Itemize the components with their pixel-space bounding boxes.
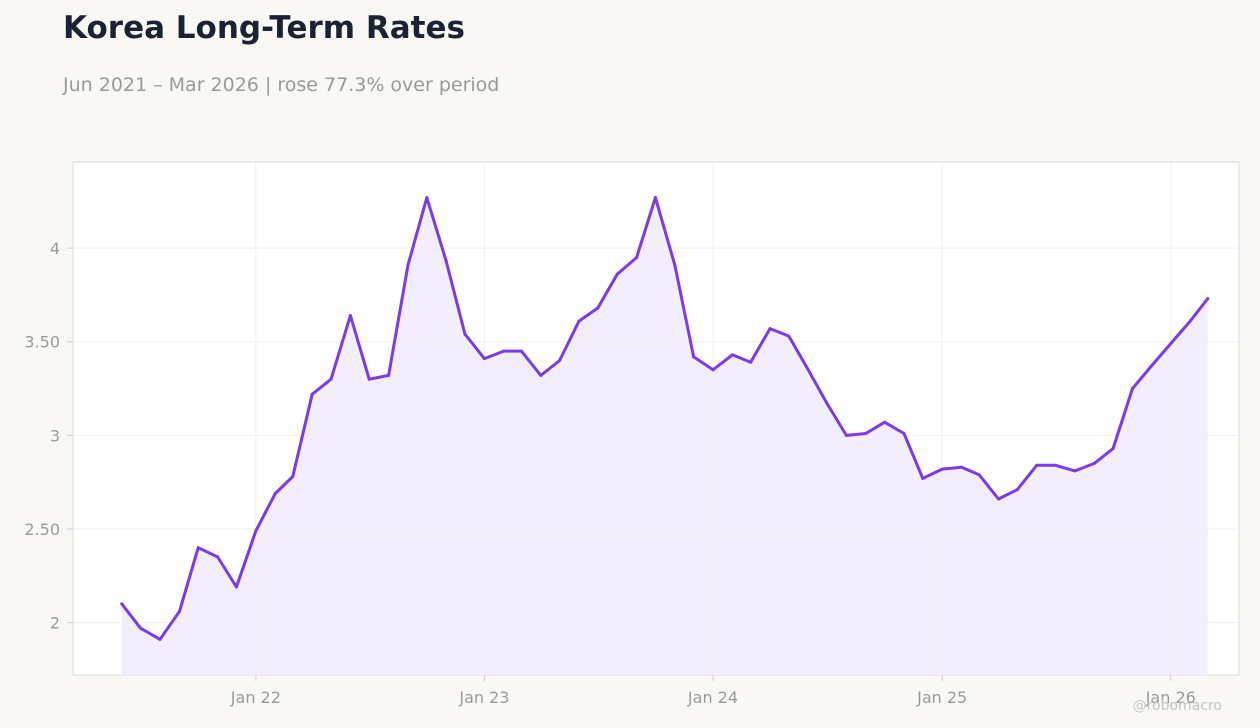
x-tick-label: Jan 26 <box>1145 688 1196 707</box>
data-point-2024-10 <box>883 420 887 424</box>
data-point-2023-12 <box>692 355 696 359</box>
y-tick-label: 4 <box>50 239 60 258</box>
data-point-2022-02 <box>273 491 277 495</box>
data-point-2025-11 <box>1131 387 1134 390</box>
data-point-2021-12 <box>234 585 238 589</box>
data-point-2025-06 <box>1035 463 1039 467</box>
data-point-2022-08 <box>387 373 391 377</box>
data-point-2024-01 <box>711 368 715 372</box>
data-point-2022-01 <box>254 529 258 533</box>
data-point-2026-03 <box>1206 297 1210 301</box>
data-point-2024-08 <box>844 433 848 437</box>
data-point-2025-03 <box>977 473 981 477</box>
data-point-2025-05 <box>1015 488 1019 492</box>
data-point-2025-10 <box>1111 447 1115 450</box>
data-point-2022-07 <box>367 377 371 381</box>
y-tick-label: 2.50 <box>24 520 60 539</box>
data-point-2024-02 <box>730 353 734 357</box>
data-point-2022-06 <box>348 314 352 317</box>
y-tick-label: 3.50 <box>24 333 60 352</box>
data-point-2022-11 <box>444 259 448 263</box>
data-point-2025-04 <box>997 497 1000 501</box>
data-point-2024-07 <box>825 402 829 405</box>
data-point-2024-12 <box>921 476 925 480</box>
data-point-2023-06 <box>577 319 581 323</box>
data-point-2025-07 <box>1054 463 1057 467</box>
data-point-2022-04 <box>310 392 314 396</box>
y-tick-label: 3 <box>50 426 60 445</box>
data-point-2022-05 <box>329 377 333 381</box>
watermark: @robomacro <box>1133 698 1222 714</box>
series-line <box>120 196 1210 641</box>
data-point-2024-06 <box>806 368 810 372</box>
data-point-2021-11 <box>216 555 220 559</box>
data-point-2021-08 <box>158 637 162 641</box>
y-tick-label: 2 <box>50 614 60 633</box>
x-tick-label: Jan 24 <box>687 688 738 707</box>
data-point-2023-02 <box>502 349 506 353</box>
data-point-2024-11 <box>902 432 906 435</box>
chart-subtitle: Jun 2021 – Mar 2026 | rose 77.3% over pe… <box>63 74 500 96</box>
data-point-2023-08 <box>615 272 619 276</box>
x-axis: Jan 22 Jan 23 Jan 24 Jan 25 Jan 26 <box>230 675 1196 707</box>
data-point-2022-09 <box>406 263 410 267</box>
data-point-2022-10 <box>425 196 429 200</box>
x-tick-label: Jan 23 <box>458 688 509 707</box>
series-area <box>121 197 1208 675</box>
data-point-2022-12 <box>463 332 467 336</box>
data-point-2025-09 <box>1092 461 1096 465</box>
y-axis: 2 2.50 3 3.50 4 <box>24 239 73 633</box>
data-point-2026-01 <box>1169 342 1173 346</box>
data-point-2023-11 <box>673 263 677 267</box>
data-point-2026-02 <box>1188 319 1192 323</box>
data-points <box>120 196 1210 641</box>
data-point-2021-06 <box>120 602 124 606</box>
data-point-2021-10 <box>196 546 200 550</box>
data-point-2023-03 <box>519 349 523 353</box>
data-point-2024-05 <box>787 334 791 338</box>
data-point-2023-09 <box>635 256 639 259</box>
data-point-2023-07 <box>596 306 600 310</box>
data-point-2023-10 <box>653 196 657 200</box>
data-point-2023-05 <box>558 359 562 362</box>
data-point-2025-12 <box>1149 364 1153 368</box>
data-point-2022-03 <box>291 475 295 478</box>
data-point-2021-09 <box>178 609 181 613</box>
data-point-2025-02 <box>960 465 964 469</box>
data-point-2024-09 <box>864 432 868 435</box>
x-tick-label: Jan 22 <box>230 688 281 707</box>
data-point-2024-04 <box>768 327 772 331</box>
data-point-2023-04 <box>539 373 543 377</box>
data-point-2021-07 <box>139 626 143 630</box>
data-point-2024-03 <box>749 360 753 364</box>
data-point-2023-01 <box>482 357 486 361</box>
data-point-2025-08 <box>1073 469 1077 473</box>
chart-title: Korea Long-Term Rates <box>63 10 465 46</box>
x-tick-label: Jan 25 <box>916 688 967 707</box>
data-point-2025-01 <box>940 467 944 471</box>
